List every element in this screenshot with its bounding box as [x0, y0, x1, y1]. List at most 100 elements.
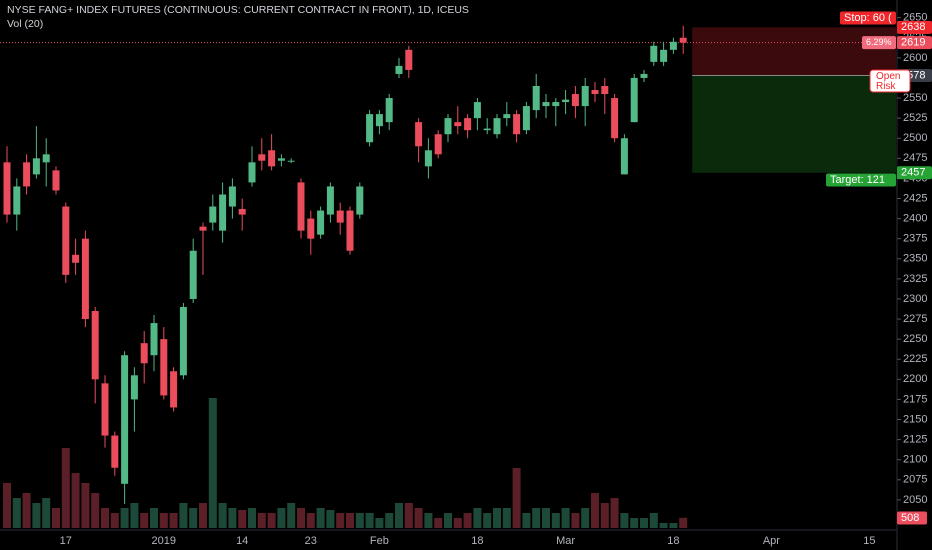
candle-body: [532, 85, 540, 111]
volume-bar: [189, 508, 198, 528]
volume-bar: [267, 513, 276, 528]
candle-body: [571, 94, 579, 107]
volume-bar: [571, 513, 580, 528]
chart-title: NYSE FANG+ INDEX FUTURES (CONTINUOUS: CU…: [7, 4, 469, 16]
candle-body: [91, 311, 99, 380]
candle-body: [660, 49, 668, 62]
candle-body: [552, 102, 560, 107]
candle-body: [52, 170, 60, 191]
volume-bar: [22, 493, 31, 528]
volume-bar: [522, 513, 531, 528]
y-tick-label: 2475: [903, 152, 927, 164]
candle-body: [581, 85, 589, 107]
volume-bar: [32, 503, 41, 528]
volume-bar: [228, 508, 237, 528]
x-tick-label: Feb: [370, 535, 389, 547]
volume-bar: [159, 513, 168, 528]
price-axis: 2050 2075 2100 2125 2150 2175 2200 2225 2250 2275…: [897, 12, 927, 506]
candle-body: [189, 250, 197, 299]
volume-bar: [551, 513, 560, 528]
candle-body: [62, 206, 70, 275]
candle-body: [601, 85, 609, 95]
volume-bar: [542, 508, 550, 528]
volume-bar: [620, 513, 629, 528]
x-tick-label: 18: [667, 535, 679, 547]
volume-bar: [404, 503, 413, 528]
volume-bar: [502, 508, 511, 528]
volume-bar: [91, 493, 100, 528]
y-tick-label: 2550: [903, 92, 927, 104]
candle-body: [513, 114, 521, 135]
y-tick-label: 2350: [903, 253, 927, 265]
candle-body: [277, 158, 285, 161]
candle-body: [228, 186, 236, 207]
volume-bar: [326, 510, 335, 528]
x-tick-label: 15: [863, 535, 875, 547]
candle-body: [219, 194, 227, 231]
candle-body: [444, 118, 452, 135]
last-change: 6.29%: [866, 37, 892, 47]
candle-body: [395, 65, 403, 74]
plot: [0, 25, 897, 528]
stop-label-box: [840, 11, 896, 25]
volume-bar: [649, 513, 658, 528]
y-tick-label: 2375: [903, 233, 927, 245]
candle-body: [258, 154, 266, 161]
candle-body: [121, 355, 129, 484]
candle-body: [209, 206, 217, 223]
candle-body: [483, 128, 491, 131]
candle-body: [522, 106, 530, 131]
volume-bar: [385, 513, 394, 528]
stop-label: Stop: 60 (: [844, 12, 892, 24]
candle-body: [268, 150, 276, 167]
candle-body: [620, 138, 628, 175]
volume-bar: [463, 513, 472, 528]
y-tick-label: 2175: [903, 393, 927, 405]
candle-body: [326, 186, 334, 215]
volume-bar: [297, 508, 305, 528]
candle-body: [336, 210, 344, 223]
candle-body: [366, 114, 374, 143]
candle-body: [248, 162, 256, 183]
volume-bar: [316, 508, 325, 528]
candle-body: [405, 49, 413, 70]
volume-bar: [473, 508, 482, 528]
y-tick-label: 2075: [903, 474, 927, 486]
volume-bar: [42, 498, 51, 528]
last-price-box: [897, 36, 932, 50]
target-label-box: [826, 173, 896, 187]
candle-body: [3, 162, 11, 215]
candle-body: [650, 45, 658, 62]
subtitle: Vol (20): [7, 18, 43, 30]
candle-body: [238, 208, 246, 215]
y-tick-label: 2050: [903, 494, 927, 506]
volume-bar: [179, 503, 188, 528]
volume-bar: [336, 513, 345, 528]
candle-body: [415, 122, 423, 147]
volume-last: 508: [901, 512, 919, 524]
entry-label-box: [869, 69, 911, 93]
candle-body: [454, 122, 462, 127]
volume-bar: [52, 508, 60, 528]
candle-body: [179, 306, 187, 376]
x-tick-label: 14: [236, 535, 248, 547]
y-tick-label: 2225: [903, 353, 927, 365]
target-price: 2457: [901, 167, 925, 179]
target-price-box: [897, 166, 932, 180]
volume-bar: [659, 523, 668, 528]
candle-body: [307, 218, 315, 239]
y-tick-label: 2200: [903, 373, 927, 385]
volume-bar: [600, 503, 609, 528]
candle-body: [473, 102, 481, 119]
y-tick-label: 2650: [903, 12, 927, 24]
volume-bar: [679, 517, 688, 528]
stop-price-box: [897, 20, 932, 34]
x-tick-label: 18: [471, 535, 483, 547]
y-tick-label: 2325: [903, 273, 927, 285]
x-tick-label: Mar: [556, 535, 575, 547]
volume-bar: [414, 508, 423, 528]
candle-body: [199, 226, 207, 231]
volume-bar: [287, 503, 296, 528]
volume-bar: [199, 503, 207, 528]
position-zones: [692, 27, 896, 173]
